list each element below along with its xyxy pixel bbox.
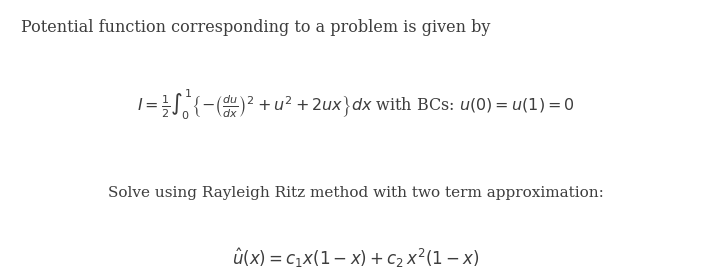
Text: $\hat{u}(x) = c_1 x(1-x) + c_2\, x^2(1-x)$: $\hat{u}(x) = c_1 x(1-x) + c_2\, x^2(1-x… — [232, 247, 479, 270]
Text: Solve using Rayleigh Ritz method with two term approximation:: Solve using Rayleigh Ritz method with tw… — [107, 186, 604, 200]
Text: Potential function corresponding to a problem is given by: Potential function corresponding to a pr… — [21, 19, 491, 36]
Text: $I = \frac{1}{2}\int_0^1\left\{-\left(\frac{du}{dx}\right)^2 + u^2 + 2ux\right\}: $I = \frac{1}{2}\int_0^1\left\{-\left(\f… — [137, 88, 574, 122]
